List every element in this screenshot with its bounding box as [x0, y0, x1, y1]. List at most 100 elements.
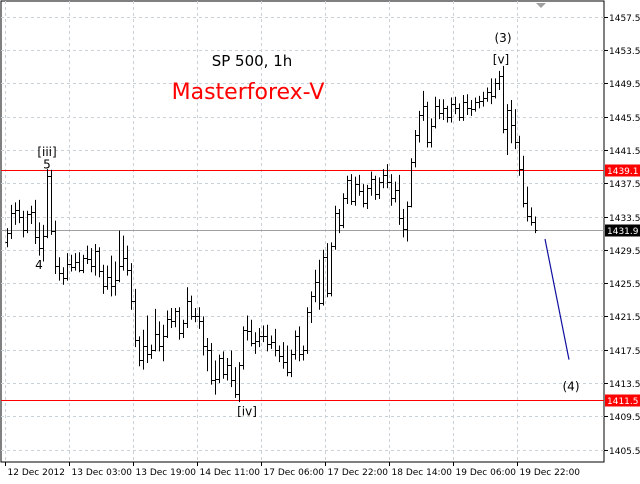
plot-area: [0, 0, 605, 463]
projection-line: [544, 238, 570, 360]
ohlc-bar: [433, 96, 438, 129]
x-tick-label: 14 Dec 11:00: [200, 468, 261, 478]
ohlc-bar: [281, 342, 286, 369]
ohlc-bar: [117, 230, 122, 283]
ohlc-bar: [137, 336, 142, 367]
ohlc-bar: [477, 95, 482, 109]
ohlc-bar: [5, 228, 10, 248]
ohlc-bar: [389, 174, 394, 206]
ohlc-bar: [121, 235, 126, 271]
ohlc-bar: [133, 288, 138, 348]
y-tick-label: 1453.5: [609, 47, 640, 57]
ohlc-bar: [417, 110, 422, 143]
ohlc-bar: [369, 171, 374, 196]
y-tick-label: 1429.5: [609, 247, 640, 257]
ohlc-bar: [49, 169, 54, 235]
ohlc-bar: [185, 287, 190, 329]
wave-label: 5: [43, 157, 51, 171]
x-tick-label: 19 Dec 22:00: [520, 468, 581, 478]
ohlc-bar: [525, 186, 530, 222]
ohlc-bar: [101, 264, 106, 294]
x-tick-label: 17 Dec 06:00: [264, 468, 325, 478]
ohlc-bar: [457, 103, 462, 121]
ohlc-bar: [449, 97, 454, 123]
ohlc-bar: [269, 335, 274, 349]
ohlc-bar: [13, 202, 18, 225]
ohlc-bar: [293, 330, 298, 360]
x-tick-label: 13 Dec 03:00: [72, 468, 133, 478]
ohlc-bar: [65, 253, 70, 281]
wave-label: (4): [563, 379, 580, 393]
ohlc-bar: [217, 354, 222, 383]
ohlc-bar: [177, 307, 182, 340]
y-tick-label: 1405.5: [609, 447, 640, 457]
ohlc-bar: [33, 199, 38, 244]
ohlc-bar: [45, 169, 50, 239]
ohlc-bar: [225, 357, 230, 381]
y-tick-label: 1441.5: [609, 147, 640, 157]
ohlc-bar: [521, 155, 526, 208]
ohlc-bar: [253, 332, 258, 354]
wave-label: [iv]: [237, 404, 257, 418]
x-tick-label: 12 Dec 2012: [8, 468, 66, 478]
ohlc-bar: [257, 328, 262, 348]
ohlc-bar: [229, 350, 234, 388]
ohlc-bar: [105, 265, 110, 290]
ohlc-bar: [221, 351, 226, 379]
ohlc-bar: [125, 245, 130, 276]
ohlc-bar: [469, 100, 474, 116]
ohlc-bar: [277, 345, 282, 363]
ohlc-bar: [337, 209, 342, 234]
ohlc-bar: [485, 87, 490, 102]
x-tick-label: 19 Dec 06:00: [456, 468, 517, 478]
ohlc-bar: [93, 243, 98, 276]
ohlc-bar: [341, 193, 346, 229]
ohlc-bar: [265, 324, 270, 352]
price-level-label: 1411.5: [607, 397, 639, 407]
ohlc-bar: [241, 326, 246, 370]
ohlc-bar: [465, 94, 470, 116]
ohlc-bar: [413, 129, 418, 168]
ohlc-bar: [317, 259, 322, 310]
ohlc-bar: [377, 177, 382, 200]
scroll-shift-marker-icon[interactable]: [536, 3, 546, 8]
ohlc-bar: [89, 248, 94, 273]
ohlc-bar: [21, 210, 26, 238]
watermark-label: Masterforex-V: [172, 80, 325, 105]
ohlc-bar: [353, 176, 358, 206]
wave-label: (3): [495, 31, 512, 45]
ohlc-bar: [441, 99, 446, 120]
ohlc-bar: [81, 254, 86, 274]
ohlc-bar: [453, 96, 458, 115]
wave-label: 4: [35, 258, 43, 272]
grid-layer: [1, 1, 604, 462]
price-level-badge: [605, 224, 640, 237]
y-tick-label: 1421.5: [609, 313, 640, 323]
ohlc-bar: [405, 201, 410, 242]
price-level-label: 1431.9: [607, 227, 639, 237]
y-tick-label: 1417.5: [609, 347, 640, 357]
wave-label: [iii]: [37, 145, 56, 159]
ohlc-bar: [169, 308, 174, 329]
ohlc-bar: [329, 242, 334, 297]
projection-layer: [544, 238, 570, 360]
time-axis: 12 Dec 2012 13 Dec 03:00 13 Dec 19:00 14 De…: [5, 462, 581, 478]
ohlc-bar: [97, 247, 102, 278]
ohlc-bar: [197, 307, 202, 329]
ohlc-bar: [209, 343, 214, 385]
ohlc-bar: [145, 315, 150, 363]
ohlc-bar: [361, 184, 366, 208]
y-tick-label: 1425.5: [609, 280, 640, 290]
ohlc-bar: [141, 329, 146, 370]
wave-label: [v]: [493, 52, 509, 66]
ohlc-bar: [17, 199, 22, 224]
ohlc-bar: [489, 78, 494, 105]
ohlc-bar: [69, 254, 74, 272]
ohlc-bar: [77, 252, 82, 273]
ohlc-bar: [181, 319, 186, 339]
ohlc-bar: [213, 360, 218, 395]
ohlc-bar: [437, 99, 442, 120]
ohlc-bar: [385, 164, 390, 189]
